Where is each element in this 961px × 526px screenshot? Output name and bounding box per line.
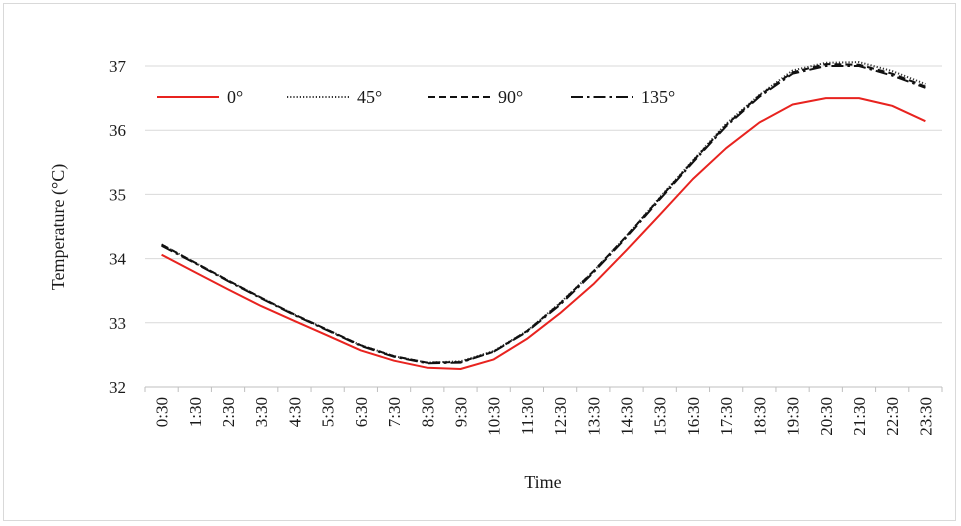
x-tick-label: 15:30 — [651, 397, 670, 436]
x-tick-label: 5:30 — [319, 397, 338, 427]
series-line-0 — [161, 97, 926, 370]
x-tick-label: 1:30 — [186, 397, 205, 427]
legend-label: 135° — [641, 87, 675, 107]
y-axis-ticks: 32 33 34 35 36 37 — [109, 57, 127, 397]
x-tick-label: 22:30 — [883, 397, 902, 436]
y-tick-label: 37 — [109, 57, 127, 76]
legend-label: 90° — [498, 87, 523, 107]
x-tick-label: 18:30 — [750, 397, 769, 436]
x-tick-label: 14:30 — [618, 397, 637, 436]
x-tick-label: 21:30 — [850, 397, 869, 436]
x-tick-label: 12:30 — [551, 397, 570, 436]
x-tick-label: 19:30 — [784, 397, 803, 436]
x-tick-label: 11:30 — [518, 397, 537, 435]
x-tick-label: 20:30 — [817, 397, 836, 436]
legend[interactable]: 0° 45° 90° 135° — [157, 87, 675, 107]
gridlines — [145, 65, 942, 388]
x-axis: 0:30 1:30 2:30 3:30 4:30 5:30 6:30 7:30 8:30 9:30… — [144, 386, 943, 436]
x-tick-label: 0:30 — [153, 397, 172, 427]
x-tick-label: 4:30 — [285, 397, 304, 427]
y-tick-label: 32 — [109, 378, 126, 397]
x-tick-label: 6:30 — [352, 397, 371, 427]
legend-label: 45° — [357, 87, 382, 107]
series-line-3 — [161, 65, 926, 365]
legend-label: 0° — [227, 87, 243, 107]
y-tick-label: 35 — [109, 185, 126, 204]
x-axis-title: Time — [524, 472, 561, 492]
x-tick-label: 10:30 — [485, 397, 504, 436]
x-tick-label: 23:30 — [916, 397, 935, 436]
x-tick-label: 8:30 — [418, 397, 437, 427]
x-tick-label: 9:30 — [451, 397, 470, 427]
x-tick-label: 16:30 — [684, 397, 703, 436]
series-line-1 — [161, 61, 926, 364]
chart-frame — [3, 3, 956, 521]
y-tick-label: 34 — [109, 250, 127, 269]
x-tick-label: 7:30 — [385, 397, 404, 427]
y-axis-title: Temperature (°C) — [48, 164, 69, 290]
x-tick-label: 3:30 — [252, 397, 271, 427]
x-tick-label: 2:30 — [219, 397, 238, 427]
y-tick-label: 36 — [109, 121, 126, 140]
x-tick-label: 13:30 — [584, 397, 603, 436]
series-lines — [161, 61, 926, 370]
x-tick-label: 17:30 — [717, 397, 736, 436]
series-line-2 — [161, 63, 926, 364]
y-tick-label: 33 — [109, 314, 126, 333]
